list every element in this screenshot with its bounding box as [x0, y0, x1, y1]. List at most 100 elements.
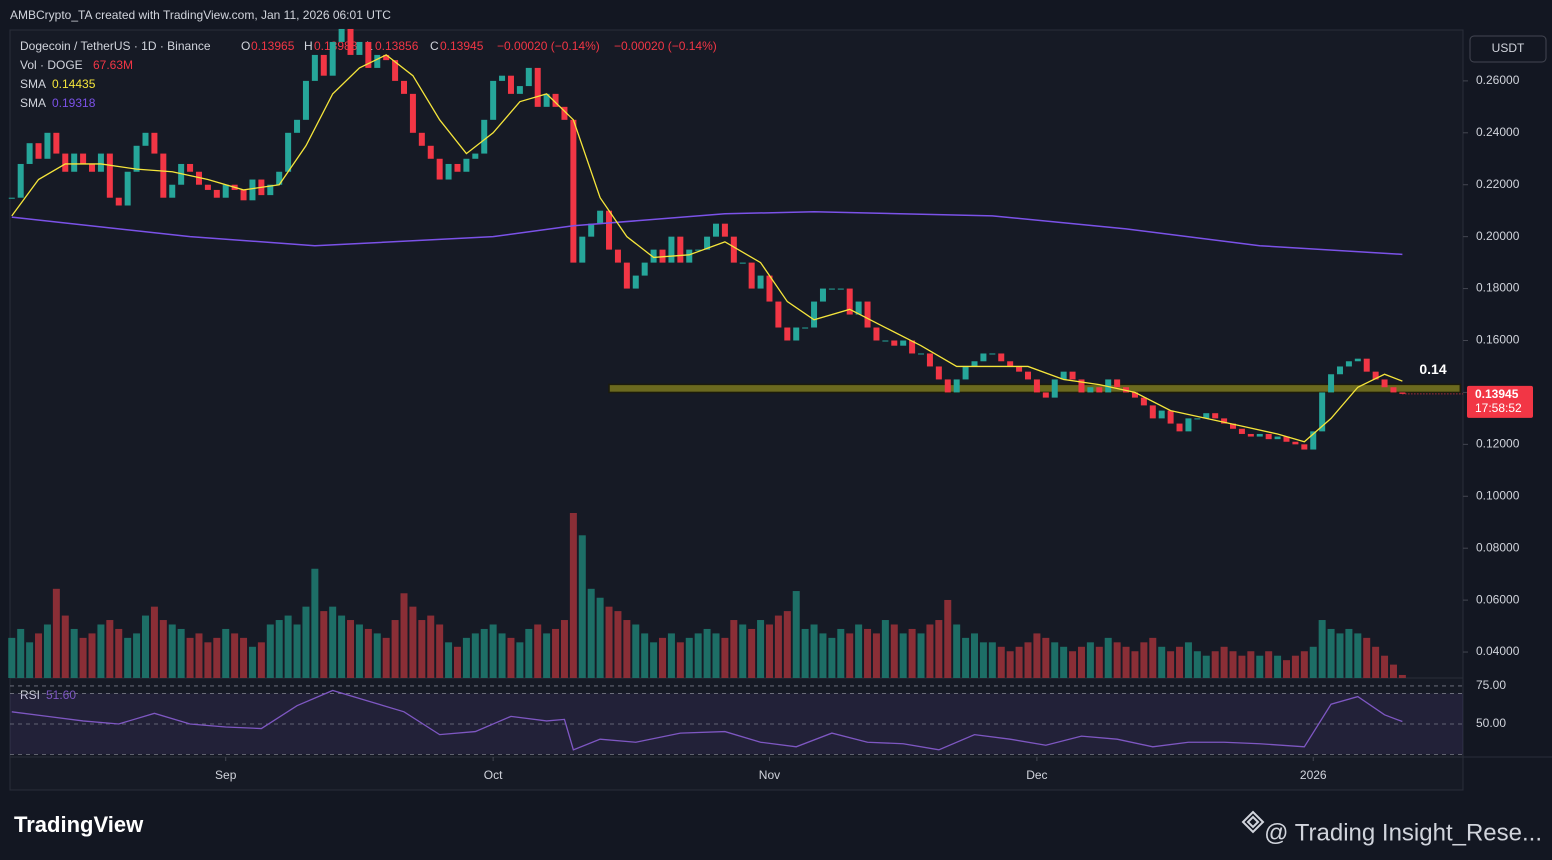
- volume-bar: [507, 637, 515, 678]
- volume-bar: [953, 624, 961, 678]
- volume-bar: [35, 633, 43, 678]
- last-price-box: [1467, 385, 1533, 418]
- candle-body: [543, 93, 550, 107]
- volume-bar: [159, 620, 167, 678]
- volume-bar: [872, 633, 880, 678]
- x-tick-label: Dec: [1026, 768, 1047, 782]
- volume-bar: [275, 620, 283, 678]
- candle-body: [1238, 428, 1245, 434]
- candle-body: [1194, 418, 1201, 420]
- candle-body: [133, 145, 140, 172]
- volume-bar: [578, 535, 586, 678]
- volume-bar: [712, 633, 720, 678]
- candle-body: [89, 163, 96, 172]
- candle-body: [418, 132, 425, 146]
- candle-body: [579, 236, 586, 263]
- volume-bar: [1176, 646, 1184, 678]
- volume-bar: [364, 628, 372, 678]
- volume-bar: [293, 624, 301, 678]
- candle-body: [1319, 392, 1326, 432]
- candle-body: [1221, 418, 1228, 424]
- candle-body: [1167, 410, 1174, 424]
- volume-bar: [1318, 620, 1326, 678]
- y-tick-label: 0.20000: [1476, 229, 1520, 243]
- candle-body: [1390, 387, 1397, 393]
- volume-bar: [52, 588, 60, 678]
- legend-symbol: Dogecoin / TetherUS · 1D · Binance: [20, 39, 211, 53]
- volume-bar: [1024, 642, 1032, 678]
- volume-bar: [61, 615, 69, 678]
- volume-bar: [462, 637, 470, 678]
- volume-bar: [1256, 655, 1264, 678]
- volume-bar: [1069, 651, 1077, 678]
- volume-bar: [1086, 642, 1094, 678]
- candle-body: [1114, 379, 1121, 388]
- volume-bar: [917, 633, 925, 678]
- volume-bar: [427, 615, 435, 678]
- candle-body: [97, 153, 104, 172]
- candle-body: [187, 163, 194, 172]
- currency[interactable]: USDT: [1492, 41, 1525, 55]
- candle-body: [695, 249, 702, 251]
- candle-body: [401, 80, 408, 94]
- volume-bar: [1354, 633, 1362, 678]
- candle-body: [1230, 423, 1237, 429]
- candle-body: [534, 67, 541, 107]
- candle-body: [775, 301, 782, 328]
- candle-body: [855, 301, 862, 315]
- volume-bar: [489, 624, 497, 678]
- candle-body: [1140, 397, 1147, 406]
- candle-body: [935, 366, 942, 380]
- volume-bar: [400, 593, 408, 678]
- currency-button[interactable]: [1469, 35, 1547, 63]
- candle-body: [249, 179, 256, 201]
- volume-bar: [1389, 664, 1397, 678]
- volume-bar: [1051, 642, 1059, 678]
- candle-body: [302, 80, 309, 120]
- volume-bar: [864, 628, 872, 678]
- volume-bar: [1211, 651, 1219, 678]
- last-price: 0.13945: [1475, 387, 1519, 401]
- volume-bar: [150, 606, 158, 678]
- candle-body: [971, 361, 978, 367]
- volume-bar: [569, 513, 577, 678]
- volume-bar: [1274, 655, 1282, 678]
- footer: [0, 795, 1552, 860]
- candle-body: [918, 353, 925, 355]
- volume-bar: [1381, 655, 1389, 678]
- candle-body: [686, 249, 693, 263]
- candle-body: [1399, 392, 1406, 394]
- volume-bar: [1229, 651, 1237, 678]
- volume-bar: [614, 611, 622, 678]
- volume-bar: [471, 633, 479, 678]
- candle-body: [1096, 387, 1103, 393]
- candle-body: [1131, 392, 1138, 398]
- volume-bar: [124, 637, 132, 678]
- volume-bar: [926, 624, 934, 678]
- candle-body: [1042, 392, 1049, 398]
- candle-body: [882, 340, 889, 342]
- volume-bar: [240, 637, 248, 678]
- candle-body: [454, 163, 461, 172]
- volume-bar: [409, 606, 417, 678]
- volume-bar: [1372, 646, 1380, 678]
- x-tick-label: 2026: [1300, 768, 1327, 782]
- volume-bar: [935, 620, 943, 678]
- candle-body: [1176, 423, 1183, 432]
- y-tick-label: 0.26000: [1476, 73, 1520, 87]
- volume-bar: [347, 620, 355, 678]
- candle-body: [846, 288, 853, 315]
- candle-body: [614, 249, 621, 263]
- candle-body: [784, 327, 791, 341]
- volume-bar: [1238, 655, 1246, 678]
- volume-bar: [382, 637, 390, 678]
- candle-body: [8, 197, 15, 199]
- candle-body: [80, 153, 87, 164]
- volume-bar: [480, 628, 488, 678]
- x-tick-label: Nov: [759, 768, 780, 782]
- volume-bar: [1398, 674, 1406, 678]
- plot: 0.26000 0.24000 0.22000 0.20000 0.18000 0.160…: [8, 28, 1533, 782]
- legend-sma-value: 0.19318: [52, 96, 96, 110]
- volume-bar: [1167, 651, 1175, 678]
